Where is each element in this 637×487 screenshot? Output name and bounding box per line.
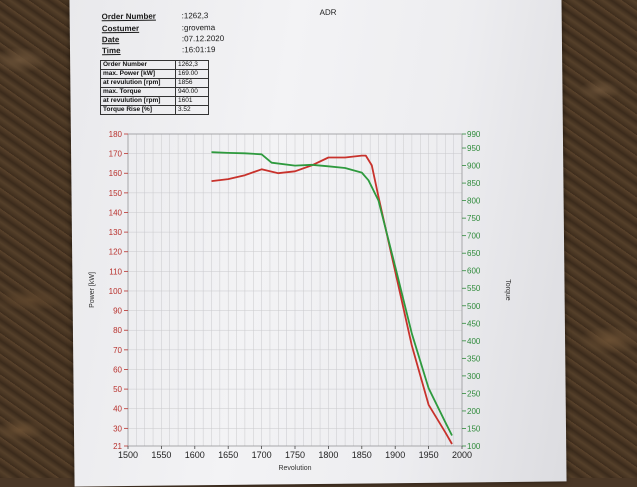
summary-row: Torque Rise [%] 3.52 [100, 105, 209, 115]
y-axis-right-label: Torque [504, 279, 511, 301]
series-line-power [211, 154, 453, 445]
y-left-tick-label: 170 [109, 150, 123, 159]
x-tick-label: 1700 [252, 450, 272, 460]
y-left-tick-label: 110 [109, 267, 122, 276]
y-left-tick-label: 40 [113, 405, 122, 414]
y-axis-left-label: Power [kW] [89, 272, 96, 308]
y-right-tick-label: 600 [467, 267, 481, 276]
summary-value: 3.52 [175, 105, 209, 115]
y-left-tick-label: 70 [113, 346, 122, 355]
chart-series [211, 151, 453, 445]
y-right-tick-label: 800 [467, 197, 481, 206]
y-right-tick-label: 200 [467, 407, 481, 416]
y-right-tick-label: 990 [467, 130, 481, 139]
y-left-tick-label: 21 [113, 442, 122, 451]
y-right-tick-label: 400 [467, 337, 481, 346]
x-tick-label: 1550 [151, 450, 171, 460]
y-right-tick-label: 950 [467, 144, 481, 153]
x-tick-label: 2000 [452, 450, 472, 460]
y-right-tick-label: 250 [467, 389, 481, 398]
chart-grid [127, 133, 463, 447]
y-right-tick-label: 700 [467, 232, 481, 241]
y-left-tick-label: 100 [109, 287, 123, 296]
y-left-tick-label: 180 [109, 130, 123, 139]
y-right-tick-label: 100 [467, 442, 481, 451]
y-right-tick-label: 650 [467, 249, 481, 258]
chart-ticks: 21 30 40 50 60 70 80 90 100 110 120 130 140 150 160 170… [109, 130, 481, 460]
x-tick-label: 1600 [185, 450, 205, 460]
y-left-tick-label: 60 [113, 365, 122, 374]
x-tick-label: 1650 [218, 450, 238, 460]
y-left-tick-label: 140 [109, 208, 123, 217]
x-tick-label: 1950 [419, 450, 439, 460]
y-left-tick-label: 160 [109, 169, 123, 178]
y-right-tick-label: 550 [467, 284, 481, 293]
series-line-torque [211, 151, 453, 436]
y-right-tick-label: 900 [467, 162, 481, 171]
y-right-tick-label: 350 [467, 354, 481, 363]
y-left-tick-label: 90 [113, 307, 122, 316]
y-left-tick-label: 130 [109, 228, 123, 237]
y-right-tick-label: 500 [467, 302, 481, 311]
summary-table: Order Number 1262,3 max. Power [kW] 169.00… [100, 60, 209, 115]
y-right-tick-label: 850 [467, 179, 481, 188]
x-tick-label: 1750 [285, 450, 305, 460]
y-right-tick-label: 750 [467, 214, 481, 223]
y-left-tick-label: 30 [113, 424, 122, 433]
y-right-tick-label: 300 [467, 372, 481, 381]
x-tick-label: 1800 [318, 450, 338, 460]
y-right-tick-label: 150 [467, 424, 481, 433]
x-tick-label: 1900 [385, 450, 405, 460]
x-axis-label: Revolution [278, 465, 311, 472]
y-left-tick-label: 120 [109, 248, 123, 257]
y-left-tick-label: 50 [113, 385, 122, 394]
y-left-tick-label: 150 [109, 189, 123, 198]
x-tick-label: 1500 [118, 450, 138, 460]
x-tick-label: 1850 [352, 450, 372, 460]
y-left-tick-label: 80 [113, 326, 122, 335]
y-right-tick-label: 450 [467, 319, 481, 328]
